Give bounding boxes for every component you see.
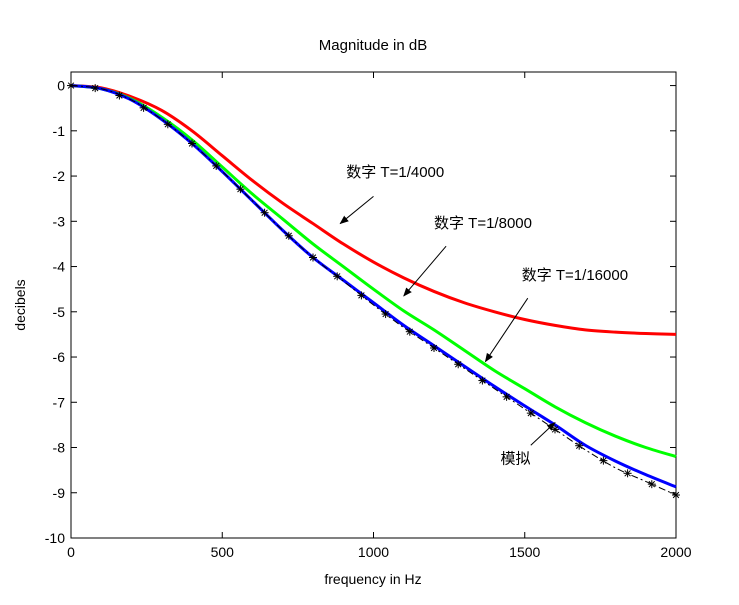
x-axis-label: frequency in Hz: [324, 571, 421, 587]
star-marker: [381, 310, 390, 319]
y-tick-label: -6: [53, 349, 66, 365]
series-line-3: [70, 85, 677, 496]
annotation-layer: 数字 T=1/4000 数字 T=1/8000 数字 T=1/16000 模拟: [339, 164, 628, 467]
star-marker: [599, 456, 608, 465]
star-marker: [623, 469, 632, 478]
y-tick-label: 0: [57, 78, 65, 94]
y-tick-label: -10: [45, 530, 65, 546]
y-tick-label: -1: [53, 123, 66, 139]
x-tick-label: 1500: [509, 544, 540, 560]
series-layer: [67, 81, 680, 500]
star-marker: [139, 103, 148, 112]
annotation-label-2: 数字 T=1/16000: [522, 267, 628, 284]
annotation-label-3: 模拟: [501, 450, 531, 467]
star-marker: [430, 343, 438, 352]
star-marker: [163, 120, 172, 129]
y-tick-label: -4: [53, 259, 66, 275]
x-tick-label: 0: [67, 544, 75, 560]
star-marker: [551, 425, 559, 434]
star-marker: [575, 441, 584, 450]
annotation-arrow-3: [530, 422, 556, 446]
y-tick-label: -9: [53, 485, 66, 501]
y-tick-label: -8: [53, 440, 66, 456]
series-line-1: [70, 84, 677, 458]
ticks-layer: 0 500 1000 1500 2000 0 -1 -2 -3 -4 -5 -6 -7 -8 -9 -10: [45, 72, 692, 560]
star-marker: [333, 272, 342, 281]
annotation-arrow-2: [484, 297, 529, 363]
star-marker: [309, 253, 317, 262]
y-axis-label: decibels: [12, 279, 28, 330]
y-tick-label: -7: [53, 394, 66, 410]
series-line-0: [70, 84, 677, 336]
chart-title: Magnitude in dB: [319, 37, 427, 54]
star-marker: [454, 360, 463, 369]
star-marker: [212, 161, 221, 170]
annotation-label-0: 数字 T=1/4000: [346, 164, 444, 181]
y-tick-label: -2: [53, 168, 66, 184]
star-marker: [115, 91, 124, 100]
annotation-label-1: 数字 T=1/8000: [434, 215, 532, 232]
star-marker: [502, 392, 511, 401]
star-marker: [672, 491, 680, 500]
star-marker: [91, 84, 100, 93]
x-tick-label: 500: [211, 544, 235, 560]
star-marker: [647, 480, 656, 489]
star-marker: [236, 185, 245, 194]
star-marker: [188, 139, 196, 148]
star-marker: [405, 327, 414, 336]
annotation-arrow-0: [339, 196, 374, 225]
star-marker: [284, 231, 293, 240]
x-tick-label: 1000: [358, 544, 389, 560]
y-tick-label: -5: [53, 304, 66, 320]
star-marker: [526, 409, 535, 418]
star-marker: [357, 291, 366, 300]
star-marker: [260, 208, 269, 217]
x-tick-label: 2000: [660, 544, 691, 560]
star-marker: [478, 376, 487, 385]
y-tick-label: -3: [53, 213, 66, 229]
annotation-arrow-1: [403, 245, 447, 297]
